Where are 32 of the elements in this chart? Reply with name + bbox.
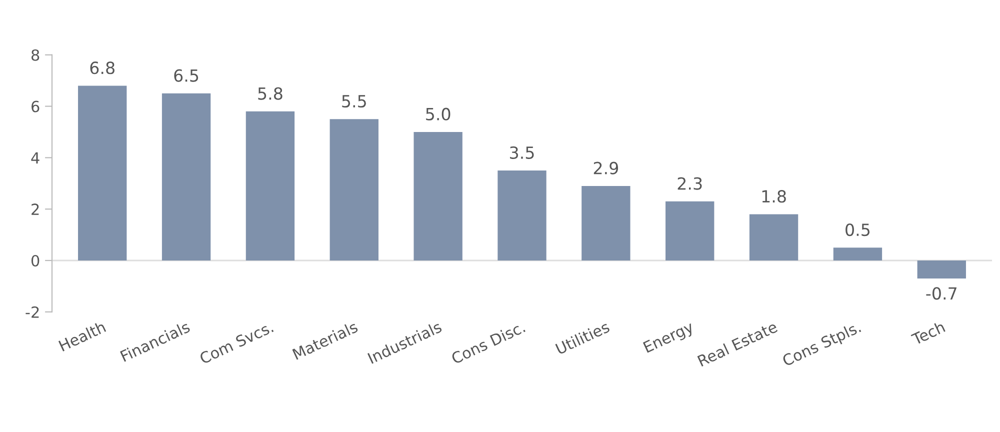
y-tick-label: 0 — [31, 254, 40, 267]
bar — [833, 248, 882, 260]
bar — [917, 260, 966, 278]
data-label: 6.8 — [90, 62, 114, 74]
bar — [582, 186, 630, 260]
data-label: 2.3 — [678, 177, 702, 190]
data-label: 3.5 — [510, 146, 534, 159]
data-label: 1.8 — [762, 190, 786, 203]
bar — [246, 111, 295, 260]
bar — [498, 170, 546, 260]
data-label: 2.9 — [594, 162, 618, 174]
y-tick-label: 4 — [31, 152, 40, 164]
data-label: -0.7 — [926, 287, 956, 300]
y-tick-label: 6 — [32, 100, 40, 112]
bar — [330, 119, 378, 260]
bar — [162, 93, 211, 260]
x-tick-label: Cons Stpls. — [781, 320, 862, 370]
data-label: 0.5 — [846, 223, 870, 236]
data-label: 5.8 — [258, 87, 282, 100]
bar — [749, 214, 798, 260]
x-tick-label: Tech — [910, 320, 946, 346]
bar — [414, 132, 462, 260]
bar — [666, 201, 714, 260]
y-tick-label: 2 — [32, 204, 39, 215]
y-tick-label: 8 — [32, 49, 40, 61]
data-label: 5.0 — [426, 108, 450, 120]
data-label: 6.5 — [174, 69, 198, 82]
x-tick-label: Cons Disc. — [450, 320, 526, 364]
data-label: 5.5 — [342, 95, 366, 108]
bar — [78, 86, 127, 260]
x-tick-label: Com Svcs. — [198, 321, 274, 364]
y-tick-label: -2 — [26, 306, 39, 318]
